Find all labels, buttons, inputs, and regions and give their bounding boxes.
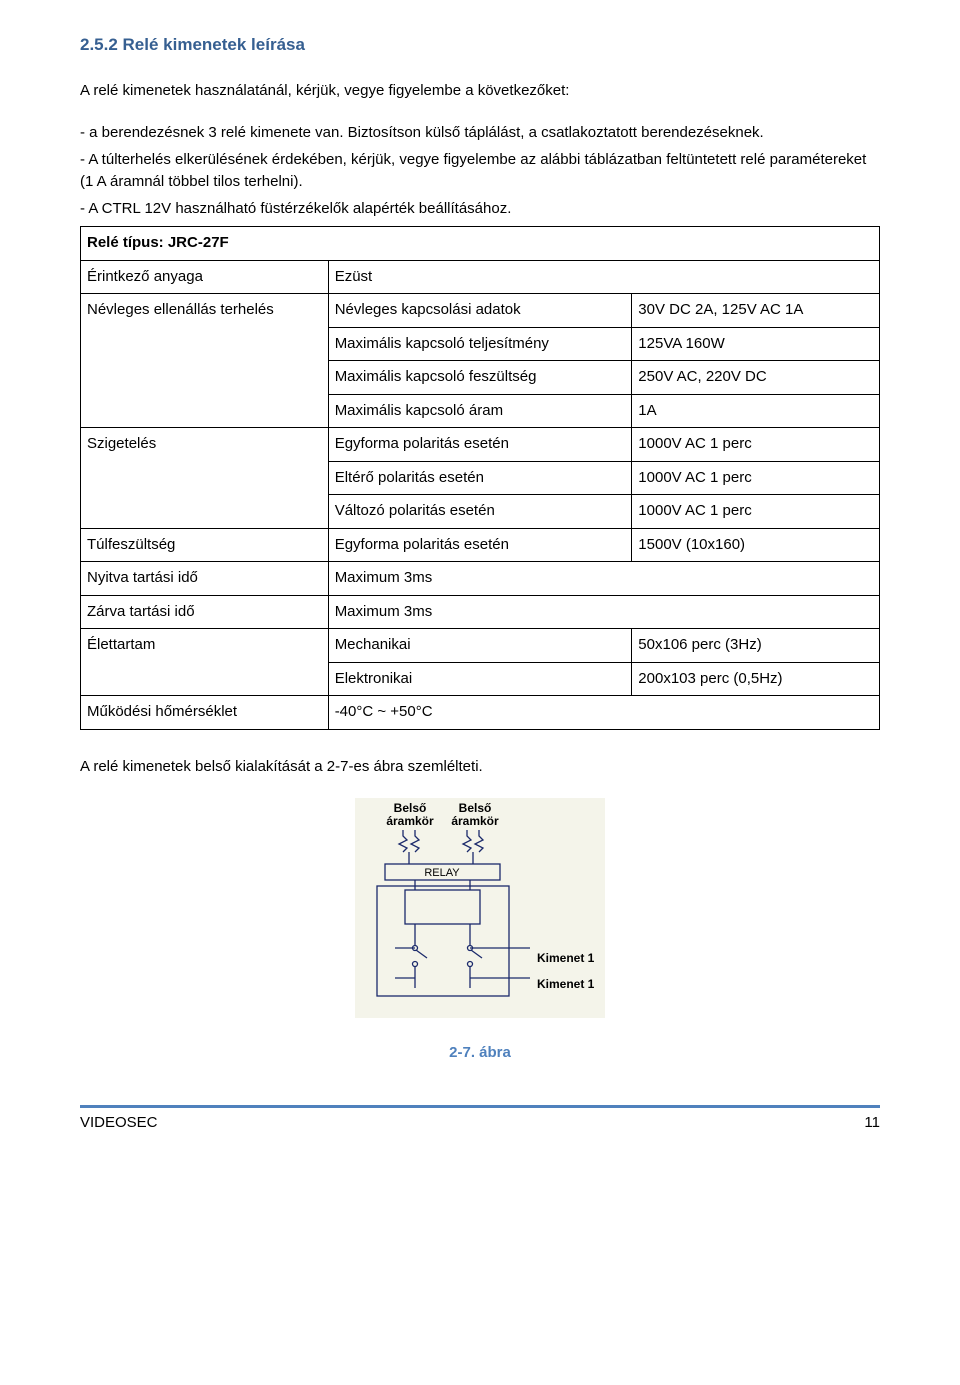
cell: Érintkező anyaga — [81, 260, 329, 294]
cell: 200x103 perc (0,5Hz) — [632, 662, 880, 696]
table-row: Szigetelés Egyforma polaritás esetén 100… — [81, 428, 880, 462]
cell: 250V AC, 220V DC — [632, 361, 880, 395]
cell: Maximum 3ms — [328, 562, 879, 596]
closing-text: A relé kimenetek belső kialakítását a 2-… — [80, 756, 880, 779]
footer-page-number: 11 — [864, 1112, 880, 1135]
table-row: Zárva tartási idő Maximum 3ms — [81, 595, 880, 629]
cell: Élettartam — [81, 629, 329, 696]
table-row: Relé típus: JRC-27F — [81, 227, 880, 261]
cell: 1500V (10x160) — [632, 528, 880, 562]
cell: Eltérő polaritás esetén — [328, 461, 632, 495]
relay-type-cell: Relé típus: JRC-27F — [81, 227, 880, 261]
diagram-label: Belső — [394, 801, 427, 815]
relay-type-label: Relé típus: JRC-27F — [87, 234, 229, 251]
cell: Maximális kapcsoló feszültség — [328, 361, 632, 395]
relay-table: Relé típus: JRC-27F Érintkező anyaga Ezü… — [80, 226, 880, 730]
table-row: Érintkező anyaga Ezüst — [81, 260, 880, 294]
diagram-output-1: Kimenet 1 — [537, 951, 595, 965]
intro-bullet-3: - A CTRL 12V használható füstérzékelők a… — [80, 198, 880, 221]
intro-line-1: A relé kimenetek használatánál, kérjük, … — [80, 80, 880, 103]
cell: Mechanikai — [328, 629, 632, 663]
intro-bullet-2: - A túlterhelés elkerülésének érdekében,… — [80, 149, 880, 194]
diagram-output-2: Kimenet 1 — [537, 977, 595, 991]
section-heading: 2.5.2 Relé kimenetek leírása — [80, 32, 880, 58]
cell: Ezüst — [328, 260, 879, 294]
table-row: Nyitva tartási idő Maximum 3ms — [81, 562, 880, 596]
cell: 1000V AC 1 perc — [632, 495, 880, 529]
diagram-label: áramkör — [451, 814, 499, 828]
cell: Maximális kapcsoló áram — [328, 394, 632, 428]
relay-diagram: Belső áramkör Belső áramkör RELAY — [80, 798, 880, 1018]
table-row: Élettartam Mechanikai 50x106 perc (3Hz) — [81, 629, 880, 663]
cell: Egyforma polaritás esetén — [328, 428, 632, 462]
cell: Maximum 3ms — [328, 595, 879, 629]
cell: -40°C ~ +50°C — [328, 696, 879, 730]
diagram-relay-label: RELAY — [424, 867, 460, 879]
cell: 1A — [632, 394, 880, 428]
cell: 1000V AC 1 perc — [632, 461, 880, 495]
page-footer: VIDEOSEC 11 — [80, 1105, 880, 1135]
cell: 125VA 160W — [632, 327, 880, 361]
cell: 30V DC 2A, 125V AC 1A — [632, 294, 880, 328]
intro-bullet-1: - a berendezésnek 3 relé kimenete van. B… — [80, 122, 880, 145]
cell: Változó polaritás esetén — [328, 495, 632, 529]
cell: Működési hőmérséklet — [81, 696, 329, 730]
cell: Maximális kapcsoló teljesítmény — [328, 327, 632, 361]
cell: 50x106 perc (3Hz) — [632, 629, 880, 663]
diagram-label: Belső — [459, 801, 492, 815]
table-row: Működési hőmérséklet -40°C ~ +50°C — [81, 696, 880, 730]
cell: Egyforma polaritás esetén — [328, 528, 632, 562]
footer-left: VIDEOSEC — [80, 1112, 158, 1135]
cell: Nyitva tartási idő — [81, 562, 329, 596]
cell: Névleges kapcsolási adatok — [328, 294, 632, 328]
figure-caption: 2-7. ábra — [80, 1042, 880, 1065]
table-row: Túlfeszültség Egyforma polaritás esetén … — [81, 528, 880, 562]
cell: Túlfeszültség — [81, 528, 329, 562]
cell: Névleges ellenállás terhelés — [81, 294, 329, 428]
cell: Zárva tartási idő — [81, 595, 329, 629]
cell: 1000V AC 1 perc — [632, 428, 880, 462]
cell: Elektronikai — [328, 662, 632, 696]
table-row: Névleges ellenállás terhelés Névleges ka… — [81, 294, 880, 328]
cell: Szigetelés — [81, 428, 329, 529]
diagram-label: áramkör — [386, 814, 434, 828]
